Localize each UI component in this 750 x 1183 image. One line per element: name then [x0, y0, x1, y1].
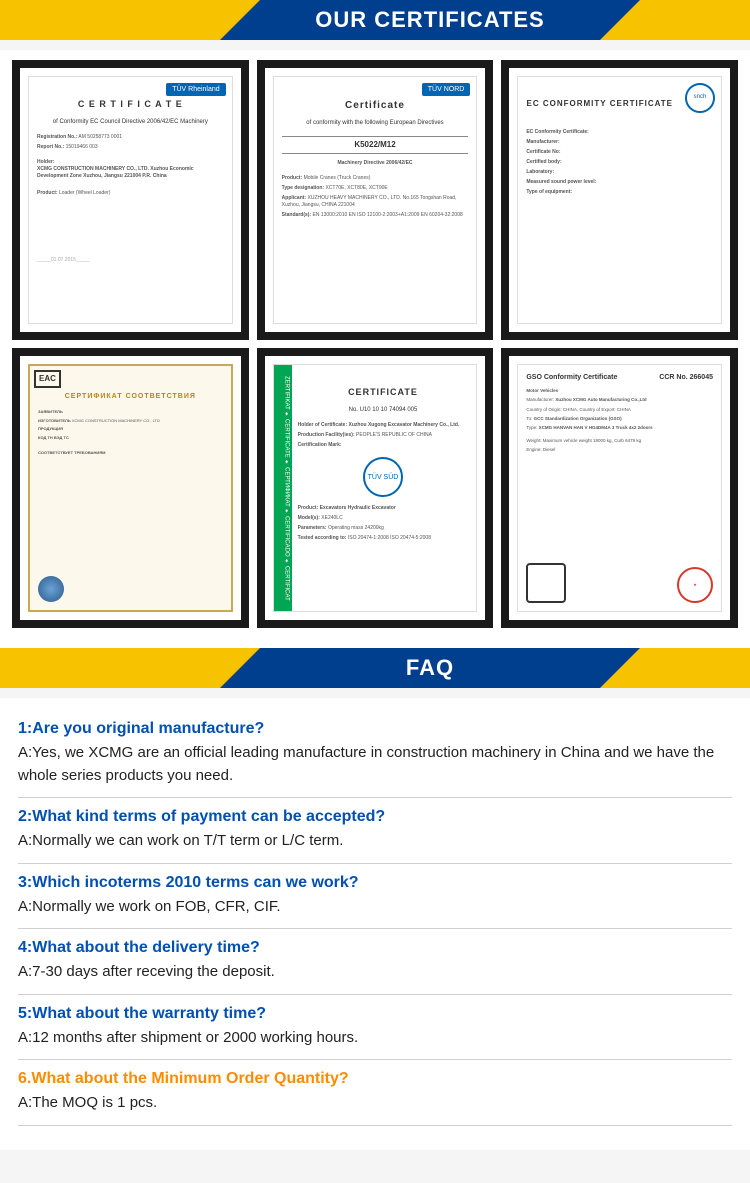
faq-item: 2:What kind terms of payment can be acce…	[18, 798, 732, 864]
faq-question: 1:Are you original manufacture?	[18, 720, 732, 738]
seal-icon	[38, 576, 64, 602]
header-accent-right	[640, 0, 750, 40]
faq-item: 5:What about the warranty time? A:12 mon…	[18, 995, 732, 1061]
cert-subtitle: No. U10 10 10 74094 005	[298, 407, 469, 415]
cert-body: ЗАЯВИТЕЛЬ ИЗГОТОВИТЕЛЬ XCMG CONSTRUCTION…	[38, 409, 223, 456]
faq-answer: A:Normally we work on FOB, CFR, CIF.	[18, 896, 732, 919]
header-accent-right	[640, 648, 750, 688]
cert-subtitle: of conformity with the following Europea…	[282, 120, 469, 128]
cert-title: CERTIFICATE	[298, 387, 469, 399]
certificate-6: GSO Conformity Certificate CCR No. 26604…	[501, 348, 738, 628]
cert-body: Holder of Certificate: Xuzhou Xugong Exc…	[298, 422, 469, 542]
faq-question: 3:Which incoterms 2010 terms can we work…	[18, 874, 732, 892]
cert-green-sidebar: ZERTIFIKAT ♦ CERTIFICATE ♦ СЕРТИФИКАТ ♦ …	[274, 365, 292, 611]
qr-placeholder-icon	[526, 563, 566, 603]
certificates-title: OUR CERTIFICATES	[315, 7, 544, 33]
cert-body: EC Conformity Certificate: Manufacturer:…	[526, 129, 713, 196]
faq-question: 6.What about the Minimum Order Quantity?	[18, 1070, 732, 1088]
faq-header: FAQ	[0, 648, 750, 688]
faq-question: 5:What about the warranty time?	[18, 1005, 732, 1023]
faq-answer: A:Yes, we XCMG are an official leading m…	[18, 742, 732, 787]
faq-item: 3:Which incoterms 2010 terms can we work…	[18, 864, 732, 930]
cert-body: Motor Vehicles Manufacturer: Xuzhou XCMG…	[526, 388, 713, 453]
tuv-nord-logo: TÜV NORD	[422, 83, 471, 96]
certificate-5: ZERTIFIKAT ♦ CERTIFICATE ♦ СЕРТИФИКАТ ♦ …	[257, 348, 494, 628]
faq-answer: A:12 months after shipment or 2000 worki…	[18, 1027, 732, 1050]
certificates-grid: TÜV Rheinland C E R T I F I C A T E of C…	[0, 50, 750, 648]
red-seal-icon: ★	[677, 567, 713, 603]
cert-title: Certificate	[282, 99, 469, 112]
faq-answer: A:7-30 days after receving the deposit.	[18, 961, 732, 984]
cert-title: СЕРТИФИКАТ СООТВЕТСТВИЯ	[38, 392, 223, 401]
cert-title: EC CONFORMITY CERTIFICATE	[526, 99, 673, 109]
faq-title: FAQ	[406, 655, 454, 681]
faq-list: 1:Are you original manufacture? A:Yes, w…	[0, 698, 750, 1150]
header-accent-left	[0, 648, 220, 688]
snch-logo: snch	[685, 83, 715, 113]
faq-answer: A:Normally we can work on T/T term or L/…	[18, 830, 732, 853]
certificates-header: OUR CERTIFICATES	[0, 0, 750, 40]
certificate-2: TÜV NORD Certificate of conformity with …	[257, 60, 494, 340]
faq-item: 6.What about the Minimum Order Quantity?…	[18, 1060, 732, 1126]
cert-body: Registration No.: AM 50258773 0001 Repor…	[37, 134, 224, 264]
cert-title: C E R T I F I C A T E	[37, 99, 224, 111]
certificate-4: EAC СЕРТИФИКАТ СООТВЕТСТВИЯ ЗАЯВИТЕЛЬ ИЗ…	[12, 348, 249, 628]
certificate-1: TÜV Rheinland C E R T I F I C A T E of C…	[12, 60, 249, 340]
certificate-3: snch EC CONFORMITY CERTIFICATE EC Confor…	[501, 60, 738, 340]
header-accent-left	[0, 0, 220, 40]
cert-title: GSO Conformity Certificate	[526, 373, 617, 382]
tuv-rheinland-logo: TÜV Rheinland	[166, 83, 225, 96]
faq-question: 4:What about the delivery time?	[18, 939, 732, 957]
faq-question: 2:What kind terms of payment can be acce…	[18, 808, 732, 826]
header-bar: OUR CERTIFICATES	[220, 0, 640, 40]
tuv-sud-circle-icon: TÜV SÜD	[363, 457, 403, 497]
faq-answer: A:The MOQ is 1 pcs.	[18, 1092, 732, 1115]
eac-logo: EAC	[34, 370, 61, 388]
ccr-number: CCR No. 266045	[659, 373, 713, 382]
cert-subtitle: of Conformity EC Council Directive 2006/…	[37, 119, 224, 127]
header-bar: FAQ	[220, 648, 640, 688]
cert-body: Machinery Directive 2006/42/EC Product: …	[282, 160, 469, 219]
faq-item: 1:Are you original manufacture? A:Yes, w…	[18, 710, 732, 798]
faq-item: 4:What about the delivery time? A:7-30 d…	[18, 929, 732, 995]
